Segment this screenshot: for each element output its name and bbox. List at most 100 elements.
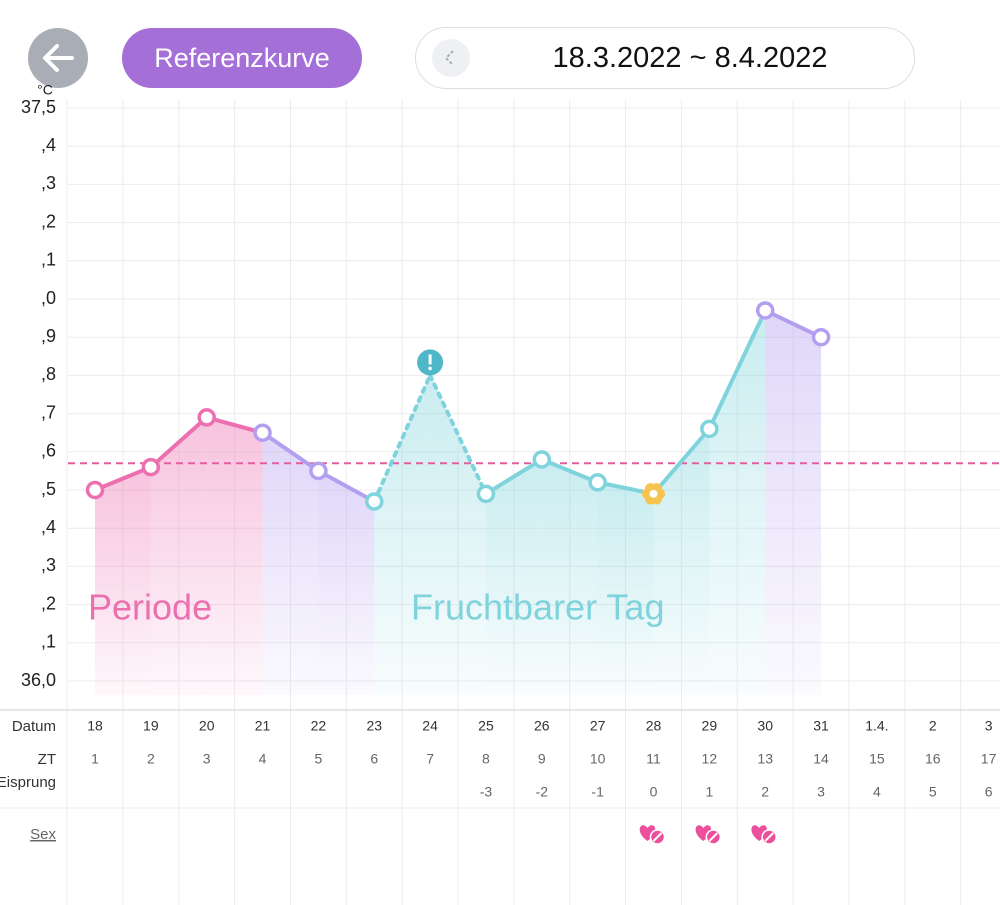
heart-icon [639, 825, 656, 841]
area [653, 428, 710, 695]
x-tick-label: 30 [757, 718, 773, 734]
row-value: 5 [315, 751, 323, 767]
y-tick-label: ,1 [41, 632, 56, 652]
heart-icon [695, 825, 712, 841]
line-segment [148, 415, 209, 470]
area [206, 417, 263, 695]
annotation: Periode [88, 587, 212, 628]
row-label: Datum [12, 718, 56, 735]
row-value: 8 [482, 751, 490, 767]
row-value: 6 [370, 751, 378, 767]
y-tick-label: ,1 [41, 250, 56, 270]
row-value: 4 [873, 784, 881, 800]
alert-icon [428, 354, 432, 365]
date-range-text: 18.3.2022 ~ 8.4.2022 [552, 42, 828, 74]
data-point [309, 461, 328, 481]
line-segment [539, 457, 600, 485]
no-protection-icon [761, 829, 777, 845]
y-tick-label: ,3 [41, 555, 56, 575]
line-segment [483, 457, 544, 496]
data-point [811, 327, 831, 347]
annotation: Fruchtbarer Tag [411, 587, 664, 628]
date-range[interactable]: 18.3.2022 ~ 8.4.2022 [415, 27, 915, 89]
flower-petal [645, 493, 656, 505]
x-tick-label: 24 [422, 718, 438, 734]
y-tick-label: ,7 [41, 402, 56, 422]
row-value: 9 [538, 751, 546, 767]
line-segment [316, 468, 377, 504]
line-segment [763, 308, 824, 340]
area [709, 310, 766, 695]
back-button[interactable] [28, 28, 88, 88]
row-value: 17 [981, 751, 997, 767]
row-value: 2 [761, 784, 769, 800]
y-tick-label: ,5 [41, 479, 56, 499]
y-tick-label: ,3 [41, 173, 56, 193]
y-tick-label: ,0 [41, 288, 56, 308]
ovulation-point [647, 487, 660, 500]
x-tick-label: 27 [590, 718, 606, 734]
data-point [365, 492, 384, 511]
no-protection-icon [649, 829, 666, 845]
row-value: -2 [536, 784, 549, 800]
no-protection-icon [705, 829, 722, 845]
data-point [755, 301, 775, 320]
data-point [476, 484, 496, 504]
flower-petal [651, 483, 662, 495]
y-tick-label: ,6 [41, 441, 56, 461]
data-point [85, 480, 105, 500]
row-value: 14 [813, 751, 829, 767]
data-point [588, 473, 607, 492]
line-segment [93, 465, 153, 492]
x-tick-label: 18 [87, 718, 103, 734]
row-value: 3 [817, 784, 825, 800]
flower-petal [645, 483, 656, 495]
line-segment [260, 430, 321, 473]
area [262, 432, 319, 695]
row-value: 0 [650, 784, 658, 800]
area [150, 417, 207, 695]
x-tick-label: 22 [311, 718, 327, 734]
y-tick-label: ,4 [41, 135, 56, 155]
area [95, 467, 151, 695]
reference-button[interactable]: Referenzkurve [122, 28, 362, 88]
row-value: 3 [203, 751, 211, 767]
area [318, 470, 375, 695]
y-tick-label: ,4 [41, 517, 56, 537]
no-protection-icon [764, 832, 774, 842]
row-value: 5 [929, 784, 937, 800]
flower-petal [651, 493, 662, 505]
y-tick-label: 36,0 [21, 670, 56, 690]
row-value: 1 [705, 784, 713, 800]
back-icon [43, 44, 74, 72]
row-value: 12 [702, 751, 718, 767]
y-tick-label: ,8 [41, 364, 56, 384]
line-segment [372, 373, 433, 504]
y-tick-label: 37,5 [21, 97, 56, 117]
no-protection-icon [708, 832, 719, 842]
y-tick-label: ,9 [41, 326, 56, 346]
x-tick-label: 1.4. [865, 718, 888, 734]
data-point [253, 423, 272, 442]
x-tick-label: 29 [702, 718, 718, 734]
area [485, 459, 542, 695]
row-value: 16 [925, 751, 941, 767]
data-point [197, 408, 216, 427]
prev-icon[interactable] [432, 39, 470, 77]
area [541, 459, 598, 695]
x-tick-label: 3 [985, 718, 993, 734]
alert-point [417, 349, 444, 376]
row-value: 6 [985, 784, 993, 800]
data-point [141, 457, 161, 477]
row-value: -1 [591, 784, 604, 800]
x-tick-label: 25 [478, 718, 494, 734]
flower-petal [642, 488, 653, 500]
line-segment [428, 373, 488, 496]
row-value: 10 [590, 751, 606, 767]
x-tick-label: 19 [143, 718, 159, 734]
x-tick-label: 20 [199, 718, 215, 734]
line-segment [707, 308, 768, 431]
x-tick-label: 26 [534, 718, 550, 734]
row-label: Eisprung [0, 774, 56, 791]
